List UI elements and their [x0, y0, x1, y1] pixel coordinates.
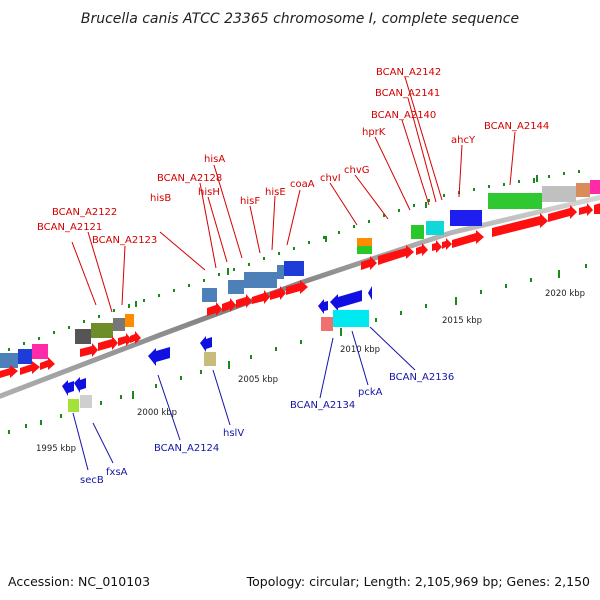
kbp-label-2015: 2015 kbp — [442, 316, 482, 326]
gene-label-hisa: hisA — [204, 154, 225, 165]
kbp-label-2010: 2010 kbp — [340, 345, 380, 355]
map-title: Brucella canis ATCC 23365 chromosome I, … — [81, 11, 519, 27]
gene-label-hish: hisH — [198, 187, 220, 198]
kbp-labels: 1995 kbp 2000 kbp 2005 kbp 2010 kbp 2015… — [36, 289, 585, 454]
gene-label-hise: hisE — [265, 187, 286, 198]
forward-leader-lines — [71, 76, 516, 313]
reverse-gene-labels: secB fxsA BCAN_A2124 hslV BCAN_A2134 pck… — [80, 372, 454, 486]
gene-label-hprk: hprK — [362, 127, 386, 138]
inner-scale-ring — [8, 264, 587, 434]
gene-label-chvg: chvG — [344, 165, 370, 176]
gene-label-bcan-a2122: BCAN_A2122 — [52, 207, 117, 218]
gene-label-bcan-a2141: BCAN_A2141 — [375, 88, 440, 99]
gene-label-bcan-a2124: BCAN_A2124 — [154, 443, 219, 454]
gene-label-hslv: hslV — [223, 428, 244, 439]
gene-label-coaa: coaA — [290, 179, 315, 190]
kbp-label-2005: 2005 kbp — [238, 375, 278, 385]
accession-text: Accession: NC_010103 — [8, 574, 150, 589]
gene-label-hisf: hisF — [240, 196, 260, 207]
forward-gene-labels: BCAN_A2122 BCAN_A2121 BCAN_A2123 hisB BC… — [37, 67, 549, 246]
gene-label-bcan-a2128: BCAN_A2128 — [157, 173, 222, 184]
gene-label-hisb: hisB — [150, 193, 171, 204]
forward-features — [0, 180, 600, 368]
gene-label-secb: secB — [80, 475, 104, 486]
forward-cds-arrows — [0, 203, 600, 378]
kbp-label-1995: 1995 kbp — [36, 444, 76, 454]
reverse-features — [68, 310, 369, 412]
gene-label-bcan-a2140: BCAN_A2140 — [371, 110, 436, 121]
gene-label-bcan-a2144: BCAN_A2144 — [484, 121, 549, 132]
gene-label-ahcy: ahcY — [451, 135, 476, 146]
gene-label-bcan-a2123: BCAN_A2123 — [92, 235, 157, 246]
gene-label-bcan-a2134: BCAN_A2134 — [290, 400, 355, 411]
gene-label-chvi: chvI — [320, 173, 341, 184]
reverse-cds-arrows — [62, 286, 372, 396]
gene-label-bcan-a2136: BCAN_A2136 — [389, 372, 454, 383]
gene-label-fxsa: fxsA — [106, 467, 128, 478]
gene-label-pcka: pckA — [358, 387, 383, 398]
kbp-label-2000: 2000 kbp — [137, 408, 177, 418]
gene-label-bcan-a2142: BCAN_A2142 — [376, 67, 441, 78]
kbp-label-2020: 2020 kbp — [545, 289, 585, 299]
genome-summary-text: Topology: circular; Length: 2,105,969 bp… — [246, 574, 590, 589]
reverse-leader-lines — [72, 326, 416, 471]
gene-label-bcan-a2121: BCAN_A2121 — [37, 222, 102, 233]
